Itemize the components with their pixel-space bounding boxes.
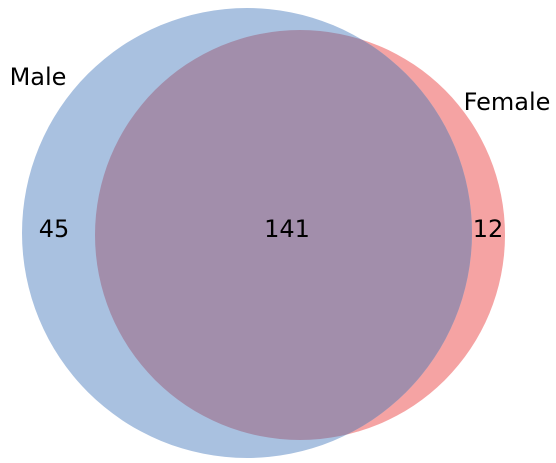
- intersection-region: [95, 30, 472, 440]
- set-label: Male: [10, 63, 67, 91]
- region-count: 12: [473, 215, 504, 243]
- region-count: 45: [39, 215, 70, 243]
- set-label: Female: [464, 88, 551, 116]
- region-count: 141: [264, 215, 310, 243]
